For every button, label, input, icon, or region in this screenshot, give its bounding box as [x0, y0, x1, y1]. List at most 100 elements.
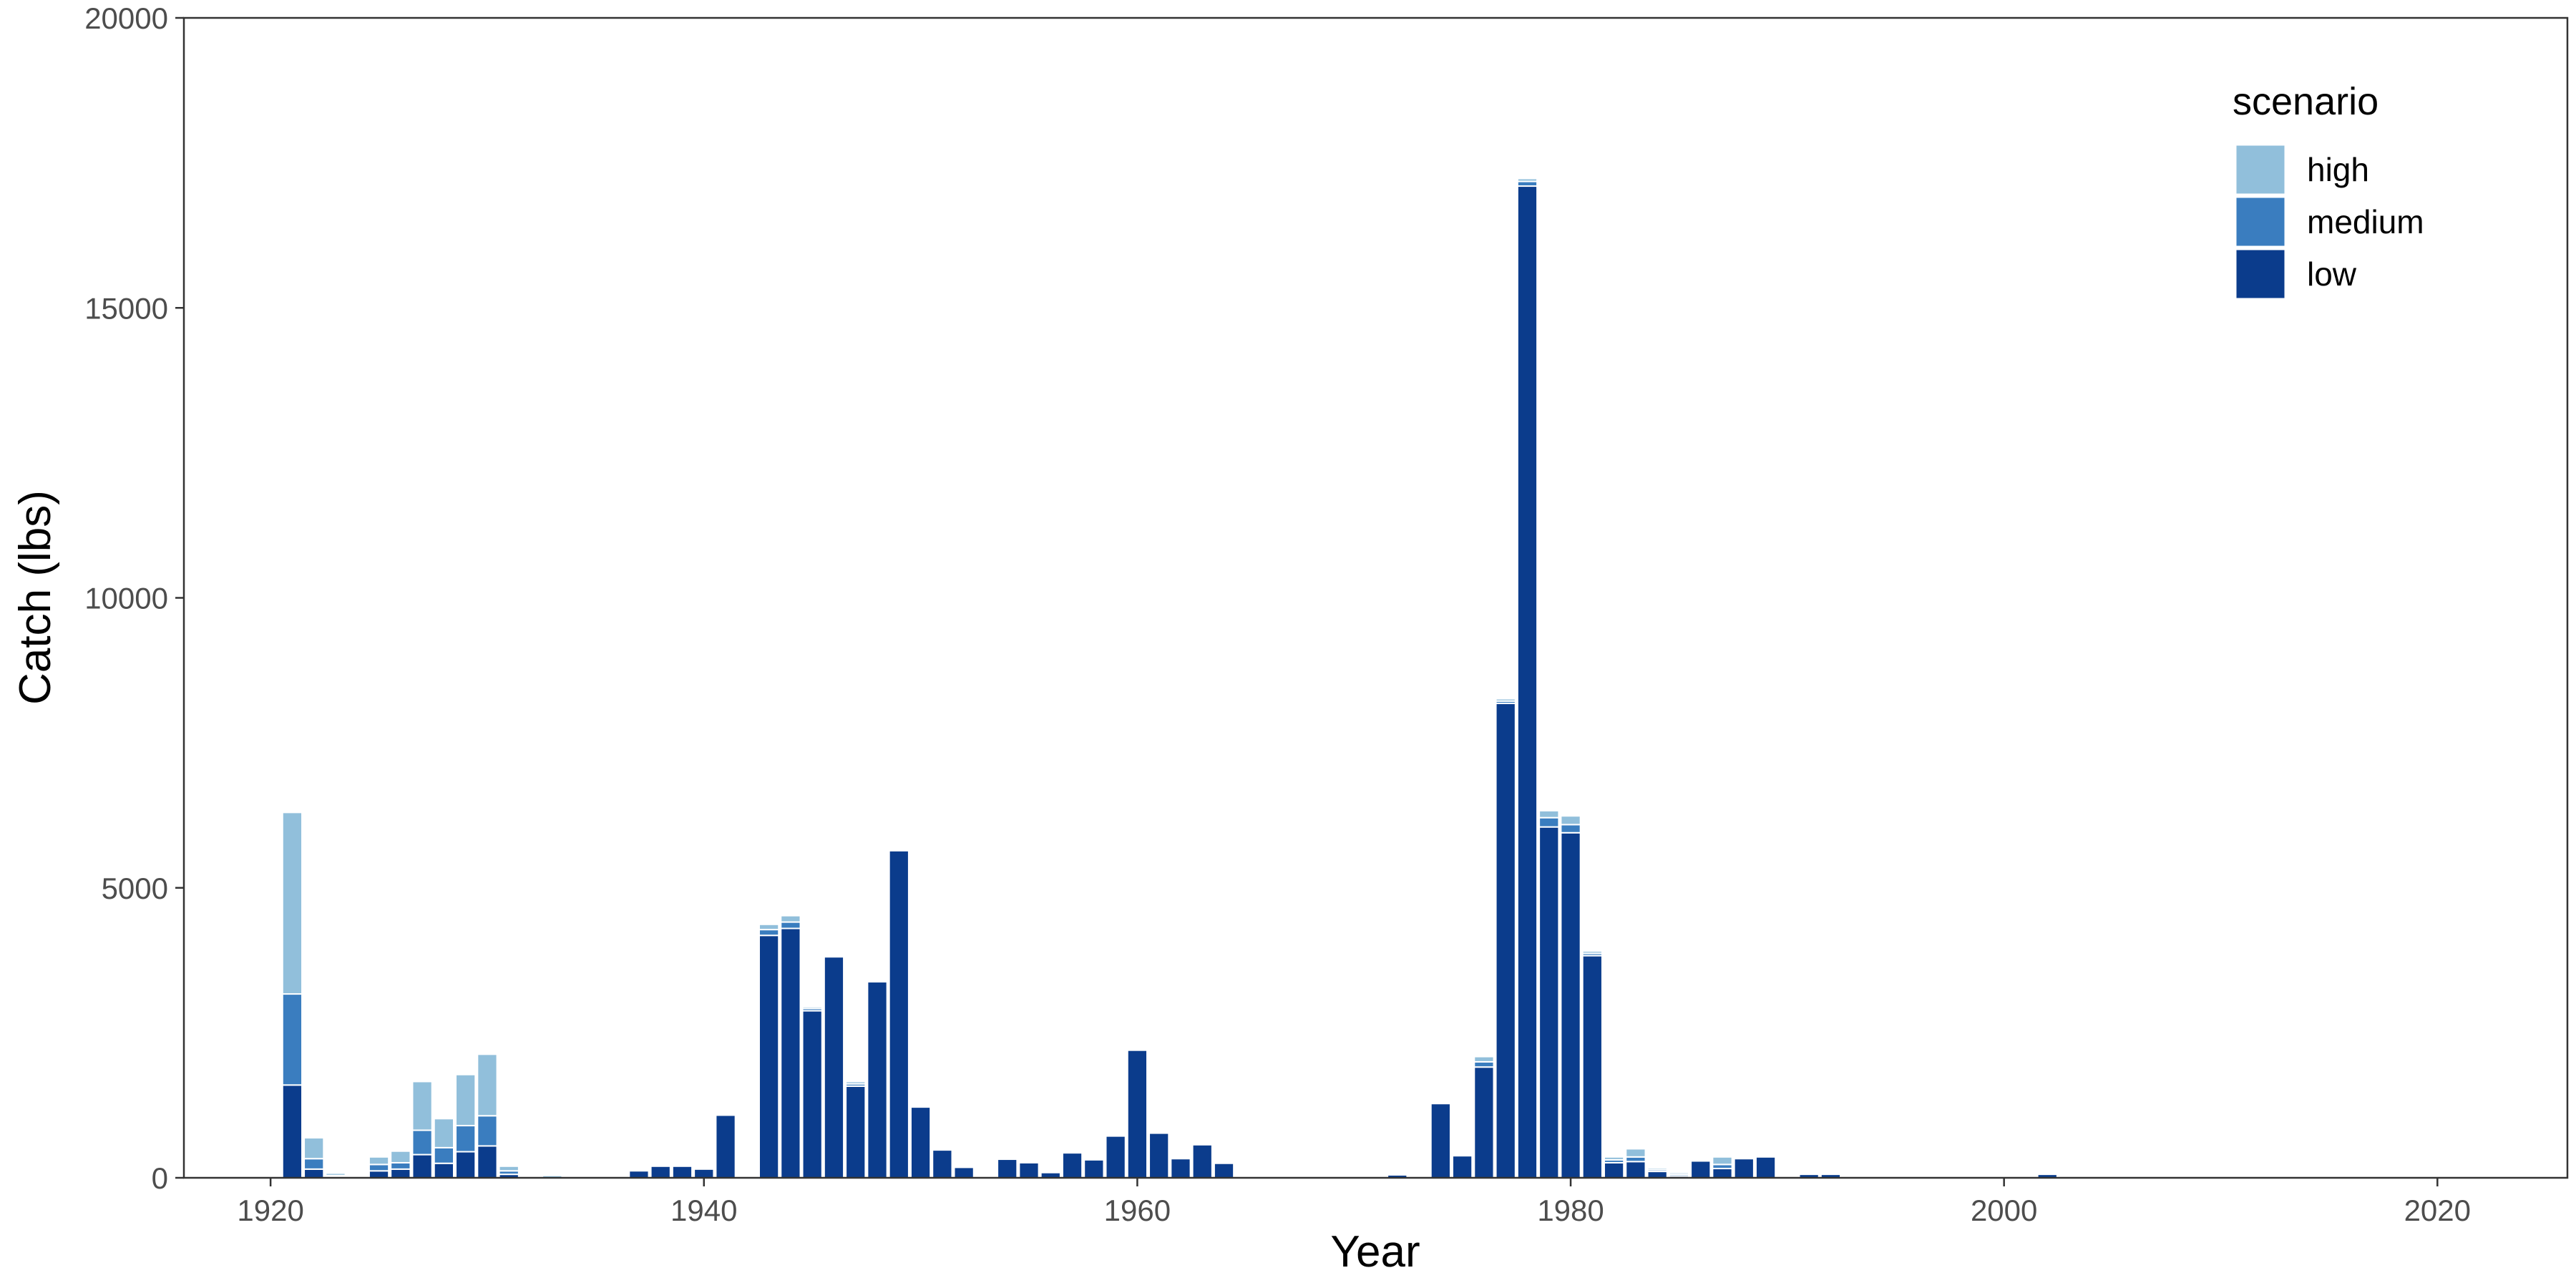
bar-low-1962	[1170, 1158, 1191, 1179]
bar-low-1928	[433, 1162, 454, 1179]
x-tick-label: 1920	[237, 1194, 303, 1227]
bar-low-1978	[1516, 185, 1538, 1179]
bar-low-1948	[867, 981, 888, 1179]
bar-low-1925	[368, 1170, 390, 1179]
bar-medium-1921	[281, 993, 303, 1086]
x-tick-label: 1980	[1537, 1194, 1604, 1227]
y-tick-label: 10000	[84, 582, 168, 615]
bar-low-1946	[823, 956, 845, 1179]
bar-low-1988	[1733, 1158, 1755, 1179]
legend-label-medium: medium	[2307, 203, 2424, 240]
bar-medium-1944	[780, 921, 801, 930]
bar-medium-1922	[303, 1158, 325, 1170]
bar-high-1925	[368, 1156, 390, 1166]
bar-high-1985	[1668, 1171, 1690, 1176]
bar-high-1929	[455, 1073, 477, 1127]
legend-label-high: high	[2307, 151, 2369, 188]
bar-low-1921	[281, 1084, 303, 1179]
bar-low-1976	[1473, 1066, 1495, 1179]
bar-low-1974	[1430, 1103, 1451, 1179]
bar-low-1983	[1625, 1161, 1646, 1179]
bar-high-1943	[758, 923, 780, 931]
bar-medium-1979	[1538, 816, 1560, 828]
bar-low-1943	[758, 935, 780, 1179]
bar-low-1986	[1690, 1160, 1712, 1179]
bar-medium-1980	[1560, 824, 1581, 834]
bar-low-1975	[1452, 1155, 1473, 1179]
bar-low-1926	[390, 1168, 411, 1179]
bar-low-1949	[888, 849, 909, 1179]
bar-high-1926	[390, 1150, 411, 1163]
x-axis-title: Year	[1330, 1227, 1420, 1277]
y-tick-label: 5000	[102, 872, 168, 905]
bar-low-1941	[715, 1114, 736, 1179]
bar-medium-1928	[433, 1146, 454, 1164]
y-axis: 0 5000 10000 15000 20000	[84, 1, 184, 1195]
legend-key-high	[2234, 143, 2287, 196]
bar-low-1982	[1603, 1161, 1625, 1179]
bar-low-1929	[455, 1151, 477, 1179]
bar-low-1989	[1755, 1156, 1777, 1179]
bar-high-1947	[845, 1080, 867, 1085]
x-tick-label: 2000	[1971, 1194, 2037, 1227]
x-tick-label: 2020	[2404, 1194, 2471, 1227]
bar-high-1987	[1712, 1156, 1733, 1166]
bar-high-1976	[1473, 1055, 1495, 1063]
bar-low-1964	[1213, 1162, 1235, 1179]
bar-medium-1925	[368, 1163, 390, 1172]
legend-key-medium	[2234, 195, 2287, 248]
bar-low-1957	[1061, 1152, 1083, 1179]
y-tick-label: 20000	[84, 1, 168, 35]
bar-low-1955	[1018, 1161, 1040, 1179]
bar-low-1939	[671, 1165, 693, 1179]
bar-medium-1930	[477, 1115, 498, 1147]
bar-low-1947	[845, 1085, 867, 1179]
bar-low-1963	[1191, 1143, 1213, 1179]
bar-medium-1943	[758, 929, 780, 937]
bar-medium-1976	[1473, 1060, 1495, 1068]
bar-high-1978	[1516, 177, 1538, 182]
bar-high-1981	[1581, 950, 1603, 955]
bar-medium-1926	[390, 1161, 411, 1170]
bar-high-1982	[1603, 1156, 1625, 1161]
bar-medium-1927	[411, 1129, 433, 1156]
bar-high-1927	[411, 1080, 433, 1131]
legend-label-low: low	[2307, 255, 2357, 293]
y-tick-label: 0	[152, 1161, 168, 1195]
bar-low-1927	[411, 1153, 433, 1179]
bar-high-1980	[1560, 815, 1581, 826]
x-tick-label: 1960	[1104, 1194, 1171, 1227]
bar-low-1987	[1712, 1168, 1733, 1179]
bar-low-1960	[1126, 1049, 1148, 1179]
bar-high-1983	[1625, 1148, 1646, 1158]
bar-high-1930	[477, 1053, 498, 1117]
bar-high-1923	[325, 1172, 346, 1176]
x-axis: 1920 1940 1960 1980 2000 2020	[237, 1178, 2471, 1227]
bar-medium-1929	[455, 1125, 477, 1153]
bar-low-1951	[932, 1149, 953, 1179]
bar-low-1984	[1646, 1171, 1668, 1179]
bar-high-1984	[1646, 1167, 1668, 1171]
bar-low-1959	[1105, 1135, 1126, 1179]
legend: scenario high medium low	[2233, 80, 2424, 301]
bar-low-1961	[1148, 1132, 1170, 1179]
bar-low-1944	[780, 927, 801, 1179]
bar-low-1930	[477, 1145, 498, 1179]
bar-high-1977	[1495, 698, 1516, 702]
bar-high-1922	[303, 1137, 325, 1160]
y-axis-title: Catch (lbs)	[11, 490, 60, 705]
bar-high-1979	[1538, 809, 1560, 819]
legend-title: scenario	[2233, 80, 2379, 123]
bars-layer	[281, 177, 2080, 1179]
bar-low-1952	[953, 1166, 975, 1179]
bar-low-1954	[997, 1158, 1018, 1179]
bar-high-1931	[498, 1165, 519, 1172]
bar-low-1981	[1581, 955, 1603, 1179]
bar-high-1944	[780, 914, 801, 923]
bar-low-1979	[1538, 826, 1560, 1179]
bar-low-1950	[909, 1106, 932, 1179]
bar-low-1980	[1560, 831, 1581, 1179]
bar-high-1928	[433, 1118, 454, 1148]
